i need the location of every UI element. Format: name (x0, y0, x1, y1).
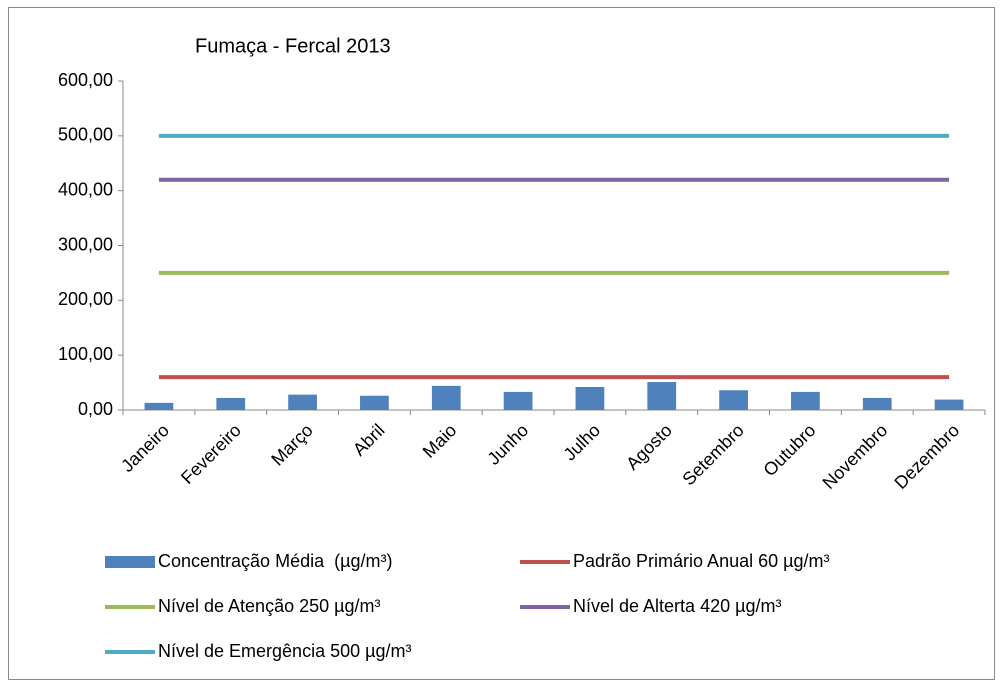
y-tick-label: 200,00 (58, 289, 113, 309)
legend-label: Concentração Média (µg/m³) (158, 551, 392, 571)
legend-label: Nível de Atenção 250 µg/m³ (158, 596, 381, 616)
bar (360, 395, 389, 410)
bar (719, 390, 748, 410)
y-tick-label: 100,00 (58, 344, 113, 364)
chart-border (8, 7, 995, 680)
legend-label: Nível de Emergência 500 µg/m³ (158, 641, 412, 661)
legend-label: Padrão Primário Anual 60 µg/m³ (573, 551, 830, 571)
bar (431, 385, 461, 410)
bar (503, 391, 533, 410)
bar (791, 391, 820, 410)
legend-label: Nível de Alterta 420 µg/m³ (573, 596, 781, 616)
bar (647, 382, 677, 410)
y-tick-label: 600,00 (58, 70, 113, 90)
legend-swatch (105, 556, 155, 568)
y-tick-label: 500,00 (58, 125, 113, 145)
y-tick-label: 300,00 (58, 234, 113, 254)
y-tick-label: 0,00 (78, 399, 113, 419)
chart-title: Fumaça - Fercal 2013 (195, 35, 391, 57)
bar (575, 386, 605, 410)
bar (862, 397, 892, 410)
y-tick-label: 400,00 (58, 179, 113, 199)
bar (934, 399, 964, 410)
bar (288, 394, 317, 410)
bar (144, 402, 174, 410)
bar (216, 397, 246, 410)
